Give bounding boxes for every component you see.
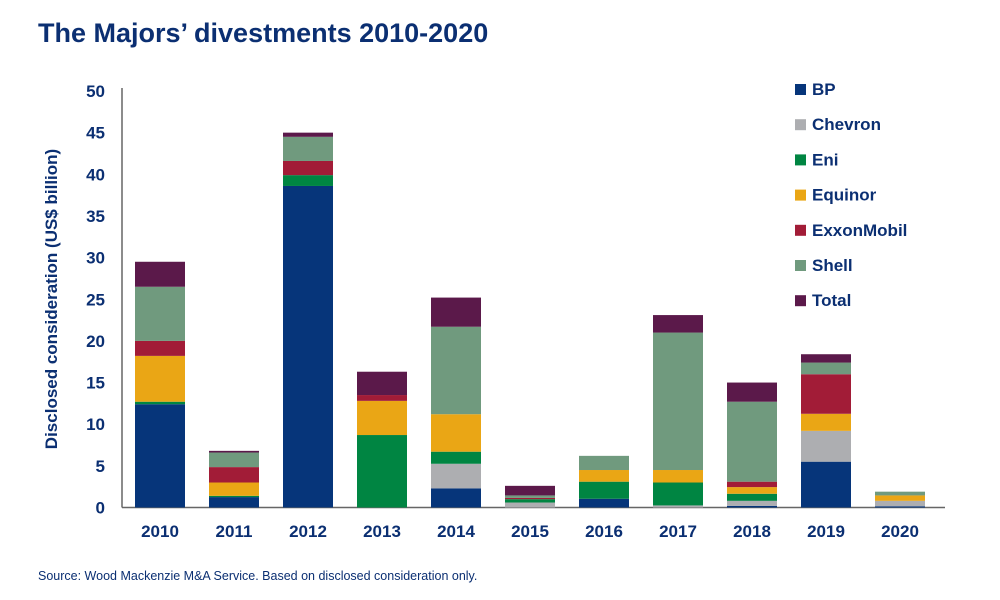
y-tick-label: 35 xyxy=(86,207,105,226)
chart-title: The Majors’ divestments 2010-2020 xyxy=(38,18,489,48)
bar-segment-eni-2015 xyxy=(505,499,555,503)
bar-segment-shell-2018 xyxy=(727,401,777,482)
bar-segment-equinor-2020 xyxy=(875,495,925,501)
bar-segment-eni-2017 xyxy=(653,482,703,506)
bar-segment-bp-2016 xyxy=(579,498,629,508)
bar-segment-eni-2016 xyxy=(579,481,629,499)
bar-segment-shell-2017 xyxy=(653,332,703,471)
bar-segment-equinor-2019 xyxy=(801,413,851,431)
legend-swatch-equinor xyxy=(795,189,806,201)
legend-swatch-exxonmobil xyxy=(795,224,806,236)
bar-segment-total-2011 xyxy=(209,450,259,453)
bar-segment-bp-2011 xyxy=(209,497,259,508)
bar-segment-equinor-2016 xyxy=(579,470,629,482)
legend-swatch-eni xyxy=(795,154,806,166)
bar-segment-equinor-2017 xyxy=(653,470,703,483)
bar-segment-shell-2011 xyxy=(209,452,259,468)
bar-segment-exxonmobil-2013 xyxy=(357,395,407,401)
bar-segment-shell-2014 xyxy=(431,326,481,415)
bar-segment-eni-2018 xyxy=(727,493,777,501)
x-tick-label: 2020 xyxy=(881,522,919,541)
legend-swatch-bp xyxy=(795,84,806,95)
legend-swatch-shell xyxy=(795,260,806,271)
bar-segment-shell-2020 xyxy=(875,491,925,496)
x-tick-label: 2016 xyxy=(585,522,623,541)
bar-segment-shell-2019 xyxy=(801,362,851,375)
bar-segment-total-2015 xyxy=(505,485,555,496)
legend-label-exxonmobil: ExxonMobil xyxy=(812,221,907,240)
bar-segment-eni-2014 xyxy=(431,451,481,464)
x-tick-label: 2013 xyxy=(363,522,401,541)
bar-segment-total-2010 xyxy=(135,261,185,287)
bar-segment-eni-2011 xyxy=(209,495,259,498)
bar-segment-bp-2010 xyxy=(135,404,185,508)
bar-segment-chevron-2017 xyxy=(653,505,703,508)
bar-segment-bp-2014 xyxy=(431,488,481,508)
y-tick-label: 40 xyxy=(86,165,105,184)
bar-segment-total-2018 xyxy=(727,382,777,402)
bar-segment-total-2014 xyxy=(431,297,481,327)
bar-segment-bp-2018 xyxy=(727,505,777,508)
y-axis-label: Disclosed consideration (US$ billion) xyxy=(42,149,61,449)
bar-segment-chevron-2014 xyxy=(431,463,481,489)
y-tick-label: 45 xyxy=(86,124,105,143)
legend-label-eni: Eni xyxy=(812,150,838,169)
x-tick-label: 2015 xyxy=(511,522,549,541)
x-tick-label: 2011 xyxy=(216,522,253,541)
x-tick-label: 2010 xyxy=(141,522,179,541)
bar-segment-equinor-2013 xyxy=(357,400,407,436)
bar-segment-exxonmobil-2015 xyxy=(505,497,555,500)
legend-label-shell: Shell xyxy=(812,256,853,275)
bar-segment-eni-2012 xyxy=(283,175,333,186)
bar-segment-shell-2015 xyxy=(505,495,555,498)
x-tick-label: 2017 xyxy=(659,522,697,541)
source-note: Source: Wood Mackenzie M&A Service. Base… xyxy=(38,569,478,583)
bar-segment-chevron-2020 xyxy=(875,500,925,507)
bar-segment-total-2019 xyxy=(801,354,851,363)
bar-segment-chevron-2015 xyxy=(505,502,555,508)
bar-segment-chevron-2018 xyxy=(727,500,777,506)
y-tick-label: 0 xyxy=(96,499,105,518)
legend-swatch-total xyxy=(795,295,806,307)
x-tick-label: 2018 xyxy=(733,522,771,541)
bar-segment-equinor-2014 xyxy=(431,414,481,452)
bar-segment-equinor-2018 xyxy=(727,487,777,494)
bar-segment-eni-2010 xyxy=(135,401,185,405)
x-tick-label: 2012 xyxy=(289,522,327,541)
bar-segment-exxonmobil-2012 xyxy=(283,160,333,176)
y-tick-label: 10 xyxy=(86,415,105,434)
bar-segment-shell-2010 xyxy=(135,286,185,341)
bar-segment-exxonmobil-2011 xyxy=(209,467,259,483)
y-tick-label: 20 xyxy=(86,332,105,351)
bar-segment-total-2017 xyxy=(653,315,703,333)
x-tick-label: 2019 xyxy=(807,522,845,541)
y-tick-label: 30 xyxy=(86,249,105,268)
legend-label-chevron: Chevron xyxy=(812,115,881,134)
bar-segment-shell-2012 xyxy=(283,136,333,161)
legend-label-total: Total xyxy=(812,291,851,310)
bar-segment-chevron-2019 xyxy=(801,430,851,462)
y-tick-label: 25 xyxy=(86,290,105,309)
bar-segment-exxonmobil-2019 xyxy=(801,374,851,414)
legend-swatch-chevron xyxy=(795,119,806,131)
y-tick-label: 50 xyxy=(86,82,105,101)
legend-label-bp: BP xyxy=(812,80,836,99)
bar-segment-bp-2019 xyxy=(801,461,851,508)
bar-segment-eni-2013 xyxy=(357,435,407,508)
y-tick-label: 15 xyxy=(86,374,105,393)
bar-segment-bp-2020 xyxy=(875,506,925,508)
bar-segment-equinor-2011 xyxy=(209,482,259,496)
bar-segment-equinor-2010 xyxy=(135,355,185,402)
bar-segment-exxonmobil-2018 xyxy=(727,481,777,488)
x-tick-label: 2014 xyxy=(437,522,475,541)
legend-label-equinor: Equinor xyxy=(812,186,877,205)
bar-segment-total-2012 xyxy=(283,132,333,137)
bar-segment-exxonmobil-2010 xyxy=(135,340,185,356)
bar-segment-shell-2016 xyxy=(579,455,629,471)
bar-segment-total-2013 xyxy=(357,371,407,396)
bar-segment-bp-2012 xyxy=(283,185,333,508)
y-tick-label: 5 xyxy=(96,457,105,476)
